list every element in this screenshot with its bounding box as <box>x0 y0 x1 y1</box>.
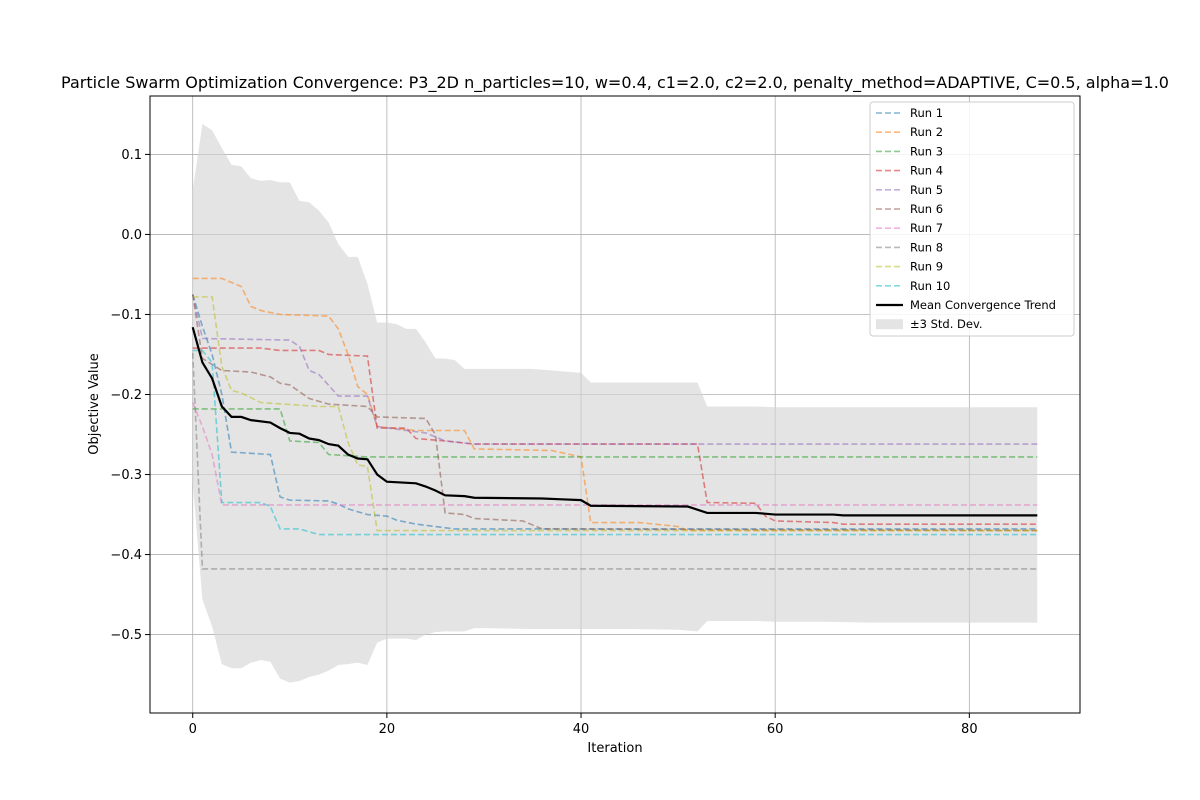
std-dev-band-layer <box>192 124 1038 683</box>
legend-entry-label: Run 10 <box>910 279 950 293</box>
run-line-4 <box>192 347 1038 525</box>
plot-area <box>149 95 1081 714</box>
legend-entry-label: Run 4 <box>910 164 943 178</box>
std-dev-band <box>192 124 1038 683</box>
x-axis-label: Iteration <box>587 741 642 756</box>
y-tick-label: −0.2 <box>110 388 142 403</box>
legend-entry-label: Run 7 <box>910 221 943 235</box>
run-line-5 <box>191 294 1038 445</box>
x-tick-label: 60 <box>767 722 784 737</box>
legend-entry-label: Mean Convergence Trend <box>910 298 1056 312</box>
chart-title: Particle Swarm Optimization Convergence:… <box>61 73 1169 93</box>
y-axis-ticks: 0.1 0.0 −0.1 −0.2 −0.3 −0.4 −0.5 <box>110 148 150 643</box>
legend-box <box>869 101 1075 337</box>
legend-entry-label: Run 2 <box>910 125 943 139</box>
legend-band-swatch <box>876 319 903 330</box>
run-line-8 <box>191 352 1038 570</box>
legend-entry-label: Run 3 <box>910 144 943 158</box>
y-axis-label: Objective Value <box>87 353 102 454</box>
y-tick-label: −0.5 <box>110 628 142 643</box>
x-tick-label: 20 <box>379 722 396 737</box>
legend: Run 1 Run 2 Run 3 Run 4 Run 5 Run 6 Run 7 Run 8… <box>869 101 1075 337</box>
y-tick-label: 0.1 <box>121 148 142 163</box>
legend-entry-label: Run 6 <box>910 202 943 216</box>
legend-entry-label: Run 5 <box>910 183 943 197</box>
series-lines <box>191 277 1038 570</box>
y-tick-label: −0.3 <box>110 468 142 483</box>
x-tick-label: 80 <box>961 722 978 737</box>
x-axis-ticks: 0 20 40 60 80 <box>189 713 978 737</box>
plot-frame <box>149 95 1081 714</box>
run-line-7 <box>191 402 1038 506</box>
mean-trend-line <box>191 326 1038 517</box>
legend-entry-label: Run 9 <box>910 260 943 274</box>
legend-entry-label: Run 1 <box>910 106 943 120</box>
run-line-3 <box>192 408 1038 458</box>
y-tick-label: 0.0 <box>121 228 142 243</box>
legend-entry-label: ±3 Std. Dev. <box>910 317 983 331</box>
run-line-1 <box>191 294 1038 530</box>
legend-entry-label: Run 8 <box>910 240 943 254</box>
x-tick-label: 0 <box>189 722 197 737</box>
y-tick-label: −0.4 <box>110 548 142 563</box>
y-tick-label: −0.1 <box>110 308 142 323</box>
run-line-10 <box>192 349 1038 536</box>
x-tick-label: 40 <box>573 722 590 737</box>
